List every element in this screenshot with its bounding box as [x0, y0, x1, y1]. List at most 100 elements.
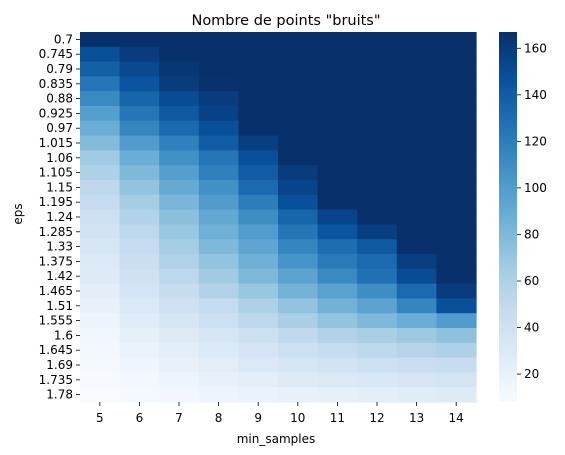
heatmap-cell [198, 387, 239, 403]
heatmap-cell [198, 357, 239, 373]
heatmap-cell [396, 135, 437, 151]
heatmap-cell [159, 165, 200, 181]
heatmap-cell [396, 106, 437, 122]
heatmap-cell [357, 135, 398, 151]
heatmap-cell [80, 387, 121, 403]
heatmap-cell [357, 372, 398, 388]
heatmap-cell [119, 46, 160, 63]
x-tick-label: 6 [136, 411, 144, 425]
heatmap-cell [317, 165, 358, 181]
heatmap-cell [80, 298, 121, 314]
heatmap-cell [238, 76, 279, 92]
heatmap-cell [436, 150, 477, 166]
heatmap-cell [436, 387, 477, 403]
heatmap-cell [119, 224, 160, 240]
heatmap-cell [238, 120, 279, 137]
heatmap-cell [278, 283, 319, 299]
heatmap-cell [396, 283, 437, 299]
heatmap-cell [198, 194, 239, 211]
heatmap-cell [238, 135, 279, 151]
heatmap-cell [159, 106, 200, 122]
heatmap-cell [238, 180, 279, 196]
heatmap-cell [80, 180, 121, 196]
heatmap-cell [198, 283, 239, 299]
heatmap-cell [278, 135, 319, 151]
heatmap-cell [80, 46, 121, 63]
heatmap-cell [436, 106, 477, 122]
heatmap-cell [198, 165, 239, 181]
heatmap-cell [396, 298, 437, 314]
y-tick-label: 1.33 [46, 240, 73, 254]
heatmap-cell [317, 91, 358, 107]
heatmap-cell [80, 268, 121, 285]
heatmap-cell [436, 209, 477, 225]
colorbar-tick-label: 60 [524, 274, 539, 288]
heatmap-cell [317, 194, 358, 211]
heatmap-cell [278, 313, 319, 329]
heatmap-cell [159, 357, 200, 373]
y-tick-label: 0.7 [54, 32, 73, 46]
heatmap-cell [436, 372, 477, 388]
heatmap-cell [159, 150, 200, 166]
colorbar-tick-label: 120 [524, 134, 547, 148]
heatmap-cell [80, 165, 121, 181]
heatmap-cell [80, 224, 121, 240]
heatmap-cell [396, 357, 437, 373]
heatmap-cells [80, 32, 477, 403]
heatmap-cell [159, 91, 200, 107]
y-tick-label: 1.645 [39, 343, 73, 357]
heatmap-cell [238, 298, 279, 314]
heatmap-cell [238, 372, 279, 388]
heatmap-cell [436, 180, 477, 196]
y-tick-label: 0.79 [46, 62, 73, 76]
heatmap-cell [198, 224, 239, 240]
heatmap-cell [396, 224, 437, 240]
y-tick-label: 1.195 [39, 195, 73, 209]
heatmap-cell [317, 180, 358, 196]
heatmap-cell [278, 224, 319, 240]
heatmap-cell [357, 106, 398, 122]
heatmap-cell [80, 106, 121, 122]
heatmap-cell [317, 32, 358, 48]
heatmap-cell [238, 209, 279, 225]
heatmap-cell [238, 91, 279, 107]
heatmap-cell [238, 313, 279, 329]
heatmap-cell [119, 61, 160, 77]
heatmap-cell [278, 165, 319, 181]
heatmap-cell [159, 283, 200, 299]
heatmap-cell [317, 76, 358, 92]
y-tick-label: 1.24 [46, 210, 73, 224]
heatmap-cell [119, 342, 160, 359]
heatmap-cell [238, 342, 279, 359]
heatmap-cell [159, 135, 200, 151]
y-tick-label: 0.745 [39, 47, 73, 61]
heatmap-cell [119, 313, 160, 329]
colorbar-tick-label: 20 [524, 367, 539, 381]
heatmap-cell [80, 76, 121, 92]
heatmap-cell [278, 180, 319, 196]
heatmap-cell [80, 135, 121, 151]
heatmap-cell [238, 328, 279, 344]
heatmap-cell [80, 120, 121, 137]
heatmap-cell [159, 194, 200, 211]
heatmap-cell [396, 194, 437, 211]
heatmap-cell [357, 224, 398, 240]
heatmap-cell [80, 209, 121, 225]
heatmap-cell [436, 61, 477, 77]
heatmap-cell [357, 91, 398, 107]
heatmap-cell [80, 61, 121, 77]
heatmap-cell [198, 61, 239, 77]
heatmap-cell [317, 372, 358, 388]
heatmap-cell [80, 328, 121, 344]
heatmap-cell [357, 387, 398, 403]
y-tick-label: 1.555 [39, 314, 73, 328]
heatmap-cell [159, 32, 200, 48]
colorbar-tick-label: 80 [524, 227, 539, 241]
y-axis-label: eps [11, 203, 25, 224]
y-tick-label: 0.88 [46, 92, 73, 106]
heatmap-cell [317, 209, 358, 225]
heatmap-cell [198, 372, 239, 388]
heatmap-cell [436, 298, 477, 314]
heatmap-cell [80, 254, 121, 270]
